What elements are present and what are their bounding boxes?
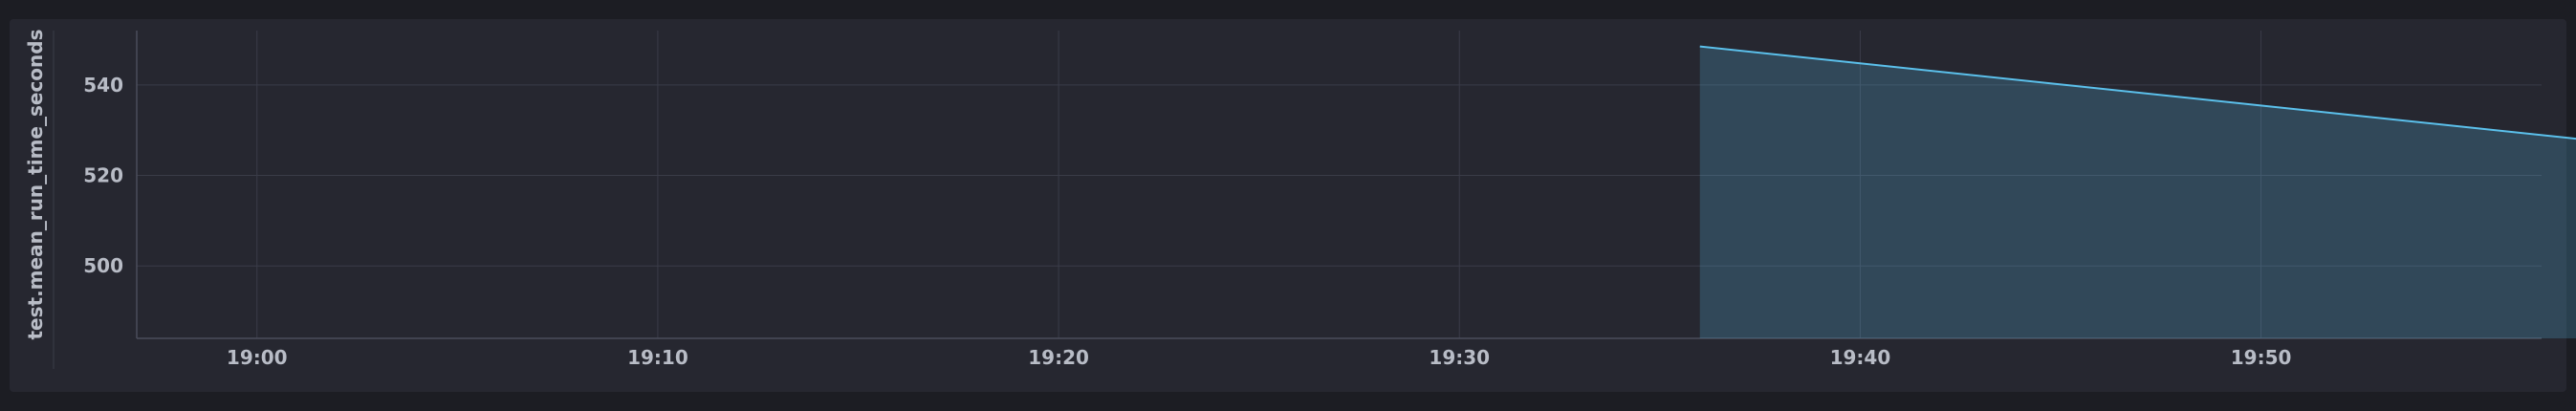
- series-layer: [1699, 45, 2576, 338]
- x-tick-label: 19:50: [2231, 346, 2292, 369]
- y-axis-title: test.mean_run_time_seconds: [24, 29, 47, 339]
- x-tick-label: 19:40: [1830, 346, 1891, 369]
- series-area: [1699, 46, 2576, 338]
- x-tick-label: 19:10: [627, 346, 688, 369]
- y-tick-label: 540: [83, 74, 123, 97]
- tick-labels: 19:0019:1019:2019:3019:4019:5020:0020:10…: [83, 74, 2292, 369]
- x-tick-label: 19:00: [227, 346, 288, 369]
- grid-lines: [137, 31, 2542, 338]
- y-tick-label: 520: [83, 164, 123, 187]
- x-tick-label: 19:20: [1028, 346, 1089, 369]
- chart-panel: [10, 19, 2566, 392]
- y-tick-label: 500: [83, 254, 123, 277]
- x-tick-label: 19:30: [1429, 346, 1490, 369]
- axes: [53, 31, 2542, 369]
- series-line: [1699, 45, 2576, 141]
